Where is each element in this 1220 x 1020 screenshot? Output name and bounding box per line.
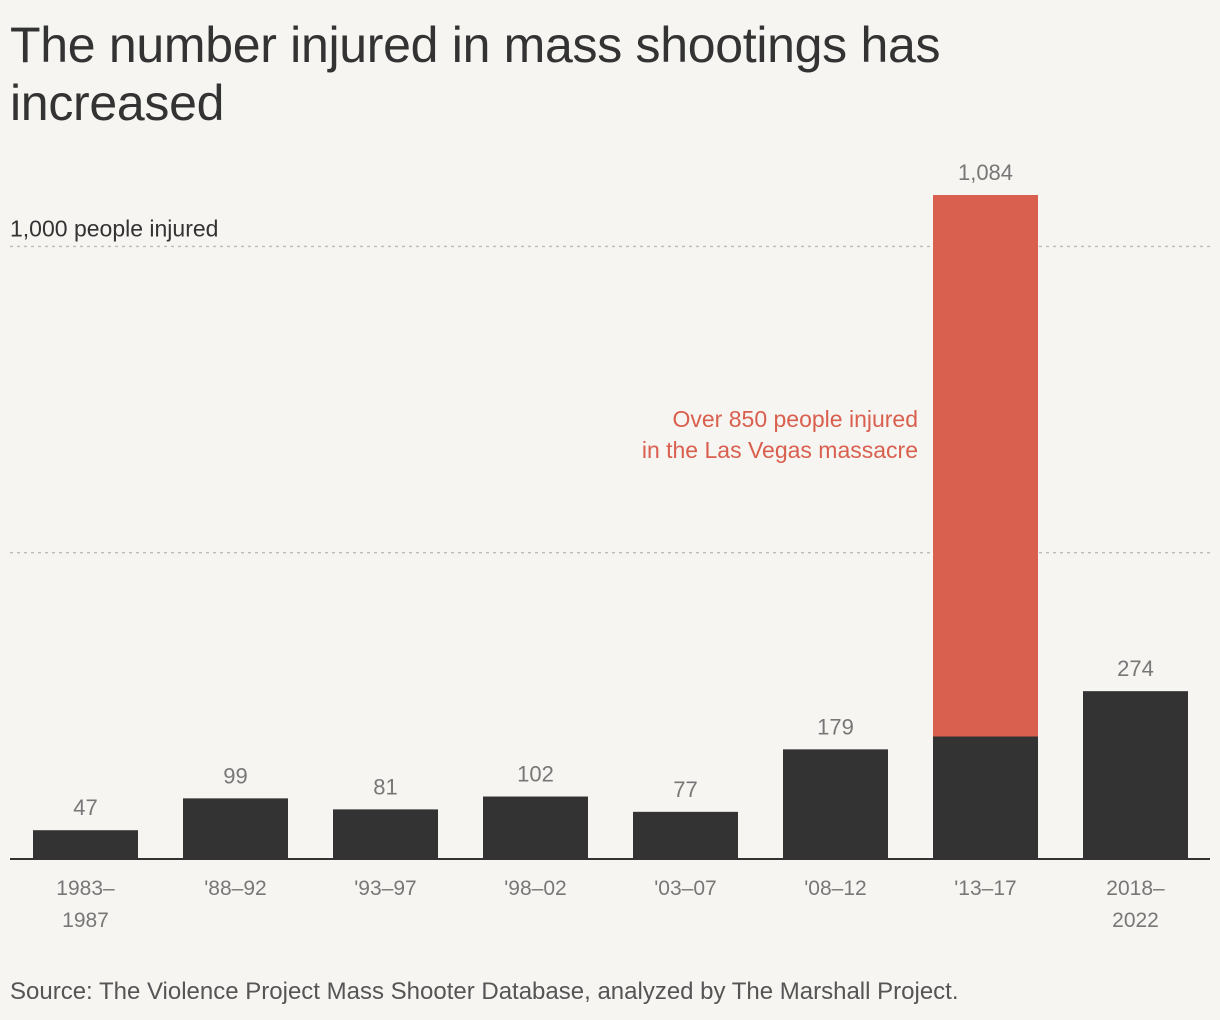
- value-label: 99: [223, 763, 247, 788]
- x-tick-label: '88–92: [204, 877, 266, 900]
- x-tick-label: '13–17: [954, 877, 1016, 900]
- labels: 1,000 people injured 47 1983– 1987 99 '88–92 8…: [10, 160, 1165, 932]
- bar: [483, 796, 588, 859]
- x-tick-label: '93–97: [354, 877, 416, 900]
- annotation-line: Over 850 people injured: [673, 406, 919, 432]
- value-label: 274: [1117, 656, 1154, 681]
- bar-base-segment: [933, 736, 1038, 859]
- chart-title: The number injured in mass shootings has…: [10, 17, 941, 131]
- x-tick-label: 2018–: [1106, 877, 1165, 900]
- gridline-label: 1,000 people injured: [10, 215, 218, 241]
- bar: [783, 749, 888, 859]
- bar: [333, 809, 438, 859]
- bars: [33, 195, 1188, 859]
- bar: [33, 830, 138, 859]
- value-label: 102: [517, 762, 554, 787]
- x-tick-label: 1987: [62, 909, 109, 932]
- x-tick-label: 2022: [1112, 909, 1159, 932]
- bar: [633, 811, 738, 859]
- bar: [1083, 691, 1188, 859]
- x-tick-label: '08–12: [804, 877, 866, 900]
- value-label: 81: [373, 774, 397, 799]
- x-tick-label: '03–07: [654, 877, 716, 900]
- source-note: Source: The Violence Project Mass Shoote…: [10, 978, 959, 1005]
- annotation-line: in the Las Vegas massacre: [642, 437, 918, 463]
- x-tick-label: 1983–: [56, 877, 115, 900]
- value-label: 179: [817, 714, 854, 739]
- value-label: 47: [73, 795, 97, 820]
- value-label: 1,084: [958, 160, 1013, 185]
- x-tick-label: '98–02: [504, 877, 566, 900]
- bar-highlight-segment: [933, 195, 1038, 737]
- bar: [183, 798, 288, 859]
- value-label: 77: [673, 777, 697, 802]
